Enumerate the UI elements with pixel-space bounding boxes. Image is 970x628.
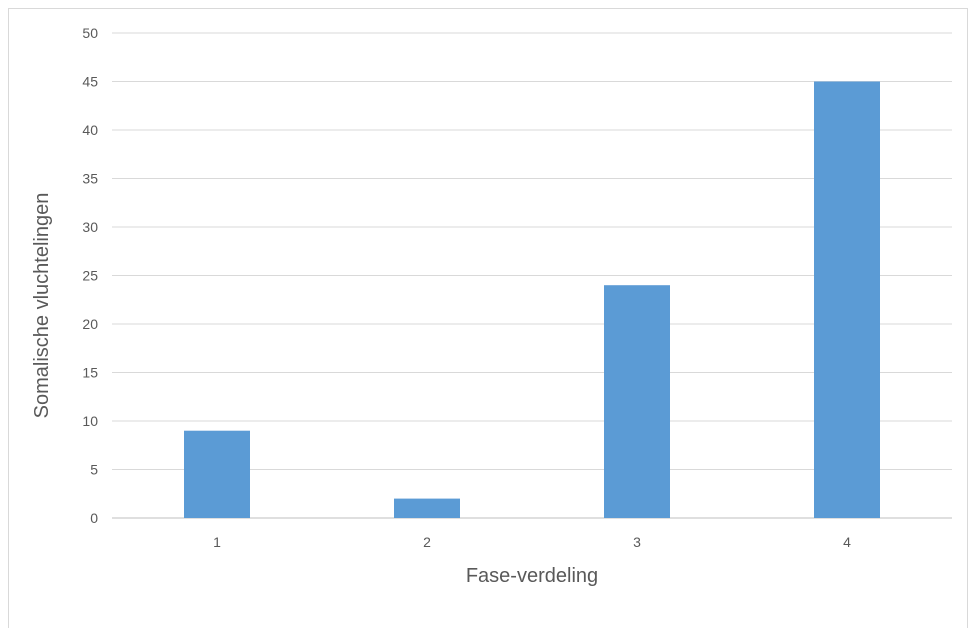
y-tick-label: 30 [82, 219, 98, 235]
bar-4 [814, 81, 880, 518]
y-tick-label: 20 [82, 316, 98, 332]
x-tick-label: 4 [843, 534, 851, 550]
bar-2 [394, 498, 460, 518]
y-tick-label: 45 [82, 74, 98, 90]
x-tick-label: 1 [213, 534, 221, 550]
y-tick-labels: 0 5 10 15 20 25 30 35 40 45 50 [82, 25, 98, 526]
y-tick-label: 5 [90, 462, 98, 478]
bars [184, 81, 880, 518]
x-tick-labels: 1 2 3 4 [213, 534, 851, 550]
x-axis-title: Fase-verdeling [466, 565, 598, 587]
y-tick-label: 15 [82, 365, 98, 381]
x-tick-label: 3 [633, 534, 641, 550]
y-tick-label: 0 [90, 510, 98, 526]
chart-frame [8, 8, 968, 628]
bar-3 [604, 285, 670, 518]
x-tick-label: 2 [423, 534, 431, 550]
bar-1 [184, 430, 250, 518]
y-tick-label: 40 [82, 122, 98, 138]
y-tick-label: 10 [82, 413, 98, 429]
y-tick-label: 50 [82, 25, 98, 41]
gridlines [112, 32, 952, 519]
y-axis-title: Somalische vluchtelingen [31, 193, 53, 419]
y-tick-label: 35 [82, 171, 98, 187]
y-tick-label: 25 [82, 268, 98, 284]
